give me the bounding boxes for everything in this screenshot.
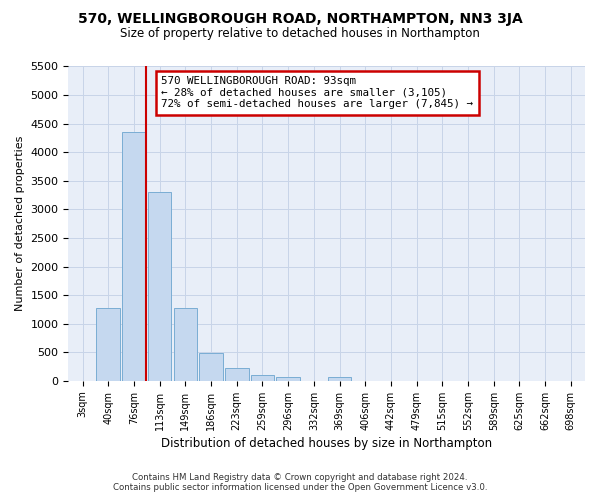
Bar <box>173 308 197 381</box>
Text: Contains HM Land Registry data © Crown copyright and database right 2024.
Contai: Contains HM Land Registry data © Crown c… <box>113 473 487 492</box>
Text: 570 WELLINGBOROUGH ROAD: 93sqm
← 28% of detached houses are smaller (3,105)
72% : 570 WELLINGBOROUGH ROAD: 93sqm ← 28% of … <box>161 76 473 109</box>
Bar <box>199 353 223 381</box>
Bar <box>97 308 120 381</box>
Bar <box>328 378 352 381</box>
Bar <box>251 375 274 381</box>
Bar <box>277 377 300 381</box>
Text: 570, WELLINGBOROUGH ROAD, NORTHAMPTON, NN3 3JA: 570, WELLINGBOROUGH ROAD, NORTHAMPTON, N… <box>77 12 523 26</box>
Text: Size of property relative to detached houses in Northampton: Size of property relative to detached ho… <box>120 28 480 40</box>
Bar <box>225 368 248 381</box>
Y-axis label: Number of detached properties: Number of detached properties <box>15 136 25 312</box>
Bar <box>122 132 146 381</box>
X-axis label: Distribution of detached houses by size in Northampton: Distribution of detached houses by size … <box>161 437 492 450</box>
Bar <box>148 192 172 381</box>
